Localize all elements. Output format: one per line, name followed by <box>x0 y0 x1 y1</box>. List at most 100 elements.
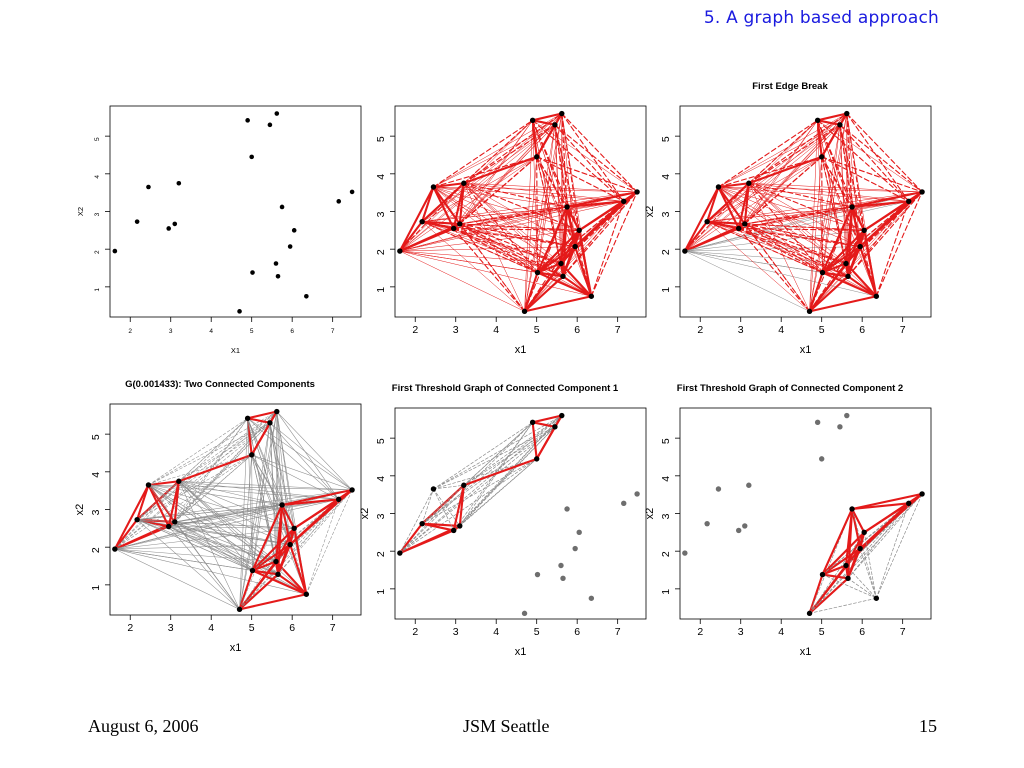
medium-edge <box>523 229 580 312</box>
removed-edge <box>875 493 923 599</box>
strong-edge <box>821 271 878 298</box>
removed-edge <box>276 411 283 506</box>
removed-edge <box>421 415 563 525</box>
data-point <box>906 500 912 507</box>
point-layer <box>397 110 640 315</box>
data-point <box>279 204 285 210</box>
medium-edge <box>744 206 853 225</box>
medium-edge <box>554 124 638 193</box>
removed-edge <box>174 521 253 571</box>
component-edge <box>851 502 910 511</box>
data-point <box>837 424 843 430</box>
removed-edge <box>252 422 271 571</box>
weak-edge <box>399 250 592 297</box>
chart-panel-two-components: G(0.001433): Two Connected Components 2 3… <box>70 379 370 688</box>
component-edge <box>462 457 538 487</box>
plot-frame <box>109 105 362 318</box>
component-edge <box>851 507 862 550</box>
data-point <box>837 122 843 128</box>
x-axis-label: x1 <box>515 344 527 356</box>
medium-edge <box>684 182 750 252</box>
y-tick-label: 4 <box>90 472 102 478</box>
removed-edge <box>809 531 865 614</box>
removed-edge <box>178 418 248 482</box>
y-tick-label: 1 <box>375 287 387 293</box>
removed-edge <box>399 458 538 554</box>
data-point <box>279 502 285 508</box>
strong-edge <box>561 205 569 278</box>
y-tick-label: 5 <box>375 438 387 444</box>
data-point <box>845 575 851 582</box>
removed-edge <box>399 488 434 554</box>
weak-edge <box>748 182 861 247</box>
removed-edge <box>148 484 340 500</box>
component-edge <box>251 569 280 576</box>
weak-edge <box>809 120 818 312</box>
data-point <box>336 496 342 503</box>
weak-edge <box>821 156 849 277</box>
medium-edge <box>554 124 580 231</box>
removed-edge <box>459 458 538 527</box>
weak-edge <box>809 113 848 312</box>
strong-edge <box>816 119 841 126</box>
removed-edge <box>399 484 465 554</box>
weak-edge <box>748 182 849 277</box>
data-point <box>534 269 541 276</box>
removed-edge <box>809 508 853 614</box>
removed-edge <box>114 544 291 550</box>
strong-edge <box>717 182 750 189</box>
component-edge <box>246 417 253 456</box>
x-tick-label: 3 <box>169 328 173 335</box>
data-point <box>857 545 863 552</box>
medium-edge <box>738 227 824 274</box>
component-edge <box>147 480 180 487</box>
removed-edge <box>863 531 877 599</box>
removed-edge <box>433 458 538 490</box>
strong-edge <box>821 271 850 278</box>
weak-edge <box>399 246 576 252</box>
strong-edge <box>717 185 740 230</box>
medium-edge <box>846 112 853 208</box>
removed-edge <box>399 426 556 554</box>
x-tick-label: 4 <box>208 622 214 634</box>
strong-edge <box>851 200 910 209</box>
strong-edge <box>574 245 593 298</box>
removed-edge <box>277 489 353 575</box>
removed-edge <box>114 499 340 550</box>
data-point <box>249 154 254 160</box>
strong-edge <box>566 200 625 209</box>
strong-edge <box>747 155 823 185</box>
y-tick-label: 1 <box>375 589 387 595</box>
removed-edge <box>174 422 271 523</box>
removed-edge <box>174 521 240 610</box>
removed-edge <box>239 454 252 610</box>
chart-panel-raw-points: 2 3 4 5 6 7 1 2 3 4 5 X1 X2 <box>70 90 370 390</box>
data-point <box>806 308 813 315</box>
edge-layer <box>808 492 924 615</box>
medium-edge <box>875 191 923 297</box>
data-point <box>746 482 752 488</box>
strong-edge <box>561 275 593 298</box>
data-point <box>564 204 570 210</box>
removed-edge <box>178 480 253 571</box>
data-point <box>736 225 742 232</box>
data-point <box>742 523 748 529</box>
strong-edge <box>816 112 848 122</box>
removed-edge <box>148 484 295 529</box>
y-tick-label: 2 <box>660 249 672 255</box>
y-tick-label: 2 <box>90 547 102 553</box>
weak-edge <box>463 182 576 247</box>
weak-edge <box>433 186 624 202</box>
data-point <box>572 545 578 552</box>
y-tick-label: 3 <box>375 211 387 217</box>
data-point <box>419 520 425 527</box>
removed-edge <box>168 411 278 527</box>
removed-edge <box>875 502 910 599</box>
x-tick-label: 5 <box>819 626 825 638</box>
x-tick-label: 2 <box>127 622 133 634</box>
removed-edge <box>136 411 278 520</box>
data-point <box>558 260 564 267</box>
medium-edge <box>839 124 910 202</box>
weak-edge <box>845 113 848 264</box>
x-tick-label: 6 <box>290 328 294 335</box>
